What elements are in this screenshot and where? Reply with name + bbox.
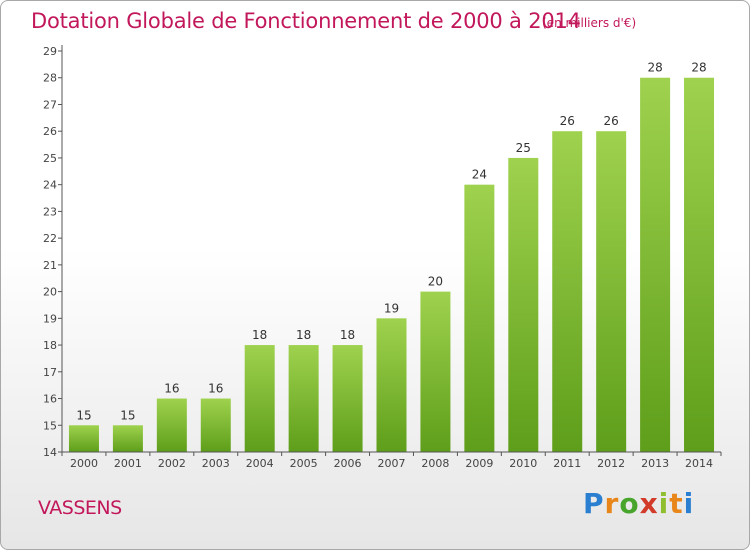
y-tick-label: 24 bbox=[43, 179, 57, 192]
data-label: 15 bbox=[120, 408, 135, 422]
x-tick-label: 2014 bbox=[685, 457, 713, 470]
data-label: 18 bbox=[340, 328, 355, 342]
y-tick-label: 23 bbox=[43, 205, 57, 218]
commune-name: VASSENS bbox=[38, 497, 122, 519]
y-tick-label: 22 bbox=[43, 232, 57, 245]
x-tick-label: 2012 bbox=[597, 457, 625, 470]
y-tick-label: 25 bbox=[43, 152, 57, 165]
data-label: 26 bbox=[560, 114, 575, 128]
y-tick-label: 15 bbox=[43, 419, 57, 432]
x-tick-label: 2013 bbox=[641, 457, 669, 470]
bar bbox=[200, 398, 231, 452]
y-tick-label: 18 bbox=[43, 339, 57, 352]
bar bbox=[332, 345, 363, 452]
y-tick-label: 28 bbox=[43, 72, 57, 85]
x-tick-label: 2006 bbox=[334, 457, 362, 470]
bar bbox=[156, 398, 187, 452]
data-label: 16 bbox=[164, 382, 179, 396]
bar bbox=[552, 131, 583, 452]
data-label: 26 bbox=[604, 114, 619, 128]
bar bbox=[684, 77, 715, 452]
bar bbox=[244, 345, 275, 452]
x-tick-label: 2002 bbox=[158, 457, 186, 470]
bar bbox=[288, 345, 319, 452]
x-tick-label: 2004 bbox=[246, 457, 274, 470]
y-tick-label: 21 bbox=[43, 259, 57, 272]
data-label: 15 bbox=[76, 408, 91, 422]
x-tick-label: 2007 bbox=[378, 457, 406, 470]
x-tick-label: 2008 bbox=[421, 457, 449, 470]
y-tick-label: 20 bbox=[43, 286, 57, 299]
bar bbox=[464, 184, 495, 452]
y-tick-label: 14 bbox=[43, 446, 57, 459]
x-tick-label: 2005 bbox=[290, 457, 318, 470]
data-label: 25 bbox=[516, 141, 531, 155]
chart-subtitle: (en milliers d'€) bbox=[542, 16, 637, 30]
data-label: 20 bbox=[428, 275, 443, 289]
y-tick-label: 29 bbox=[43, 45, 57, 58]
data-label: 18 bbox=[296, 328, 311, 342]
x-tick-label: 2003 bbox=[202, 457, 230, 470]
bar bbox=[596, 131, 627, 452]
data-label: 28 bbox=[647, 61, 662, 75]
y-tick-label: 19 bbox=[43, 312, 57, 325]
y-tick-label: 17 bbox=[43, 366, 57, 379]
bar bbox=[376, 318, 407, 452]
bar bbox=[640, 77, 671, 452]
data-label: 24 bbox=[472, 168, 487, 182]
data-label: 16 bbox=[208, 382, 223, 396]
data-label: 18 bbox=[252, 328, 267, 342]
proxiti-logo: Proxiti bbox=[583, 487, 695, 520]
bar bbox=[112, 425, 143, 452]
chart-title: Dotation Globale de Fonctionnement de 20… bbox=[31, 9, 581, 33]
x-tick-label: 2009 bbox=[465, 457, 493, 470]
data-label: 28 bbox=[691, 61, 706, 75]
data-label: 19 bbox=[384, 301, 399, 315]
y-tick-label: 27 bbox=[43, 98, 57, 111]
bar bbox=[68, 425, 99, 452]
bar bbox=[508, 157, 539, 452]
x-tick-label: 2001 bbox=[114, 457, 142, 470]
bar bbox=[420, 291, 451, 452]
y-tick-label: 16 bbox=[43, 393, 57, 406]
y-tick-label: 26 bbox=[43, 125, 57, 138]
x-tick-label: 2011 bbox=[553, 457, 581, 470]
x-tick-label: 2000 bbox=[70, 457, 98, 470]
x-tick-label: 2010 bbox=[509, 457, 537, 470]
